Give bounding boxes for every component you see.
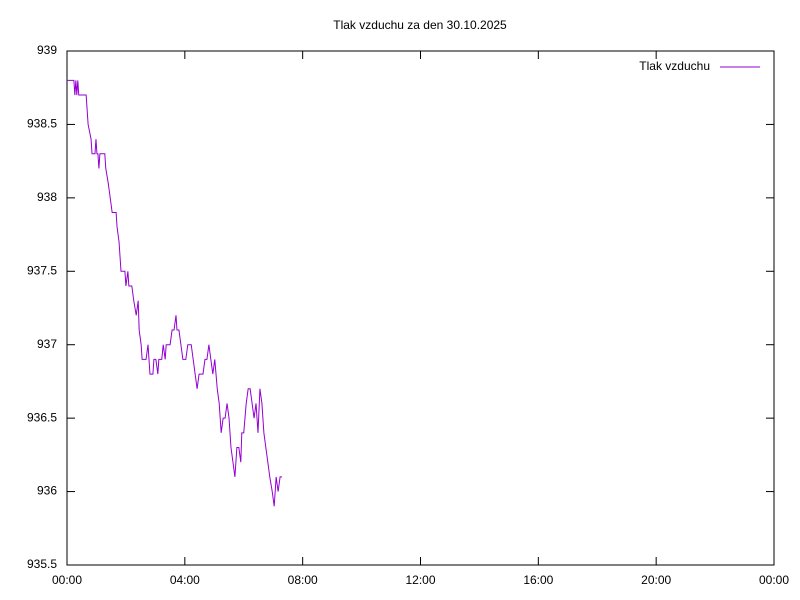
x-tick-label: 08:00 xyxy=(288,573,318,587)
y-tick-label: 936.5 xyxy=(27,410,57,424)
y-tick-label: 938 xyxy=(37,190,57,204)
chart-title: Tlak vzduchu za den 30.10.2025 xyxy=(333,18,507,32)
y-tick-label: 937.5 xyxy=(27,263,57,277)
y-tick-label: 935.5 xyxy=(27,557,57,571)
y-tick-label: 937 xyxy=(37,337,57,351)
x-tick-label: 16:00 xyxy=(523,573,553,587)
x-tick-label: 00:00 xyxy=(759,573,789,587)
y-tick-label: 939 xyxy=(37,43,57,57)
x-tick-label: 04:00 xyxy=(170,573,200,587)
data-line xyxy=(67,79,283,507)
legend-label: Tlak vzduchu xyxy=(639,59,710,73)
x-tick-label: 20:00 xyxy=(641,573,671,587)
y-tick-label: 938.5 xyxy=(27,117,57,131)
plot-border xyxy=(66,50,775,566)
x-tick-label: 00:00 xyxy=(52,573,82,587)
x-tick-label: 12:00 xyxy=(405,573,435,587)
y-tick-label: 936 xyxy=(37,484,57,498)
